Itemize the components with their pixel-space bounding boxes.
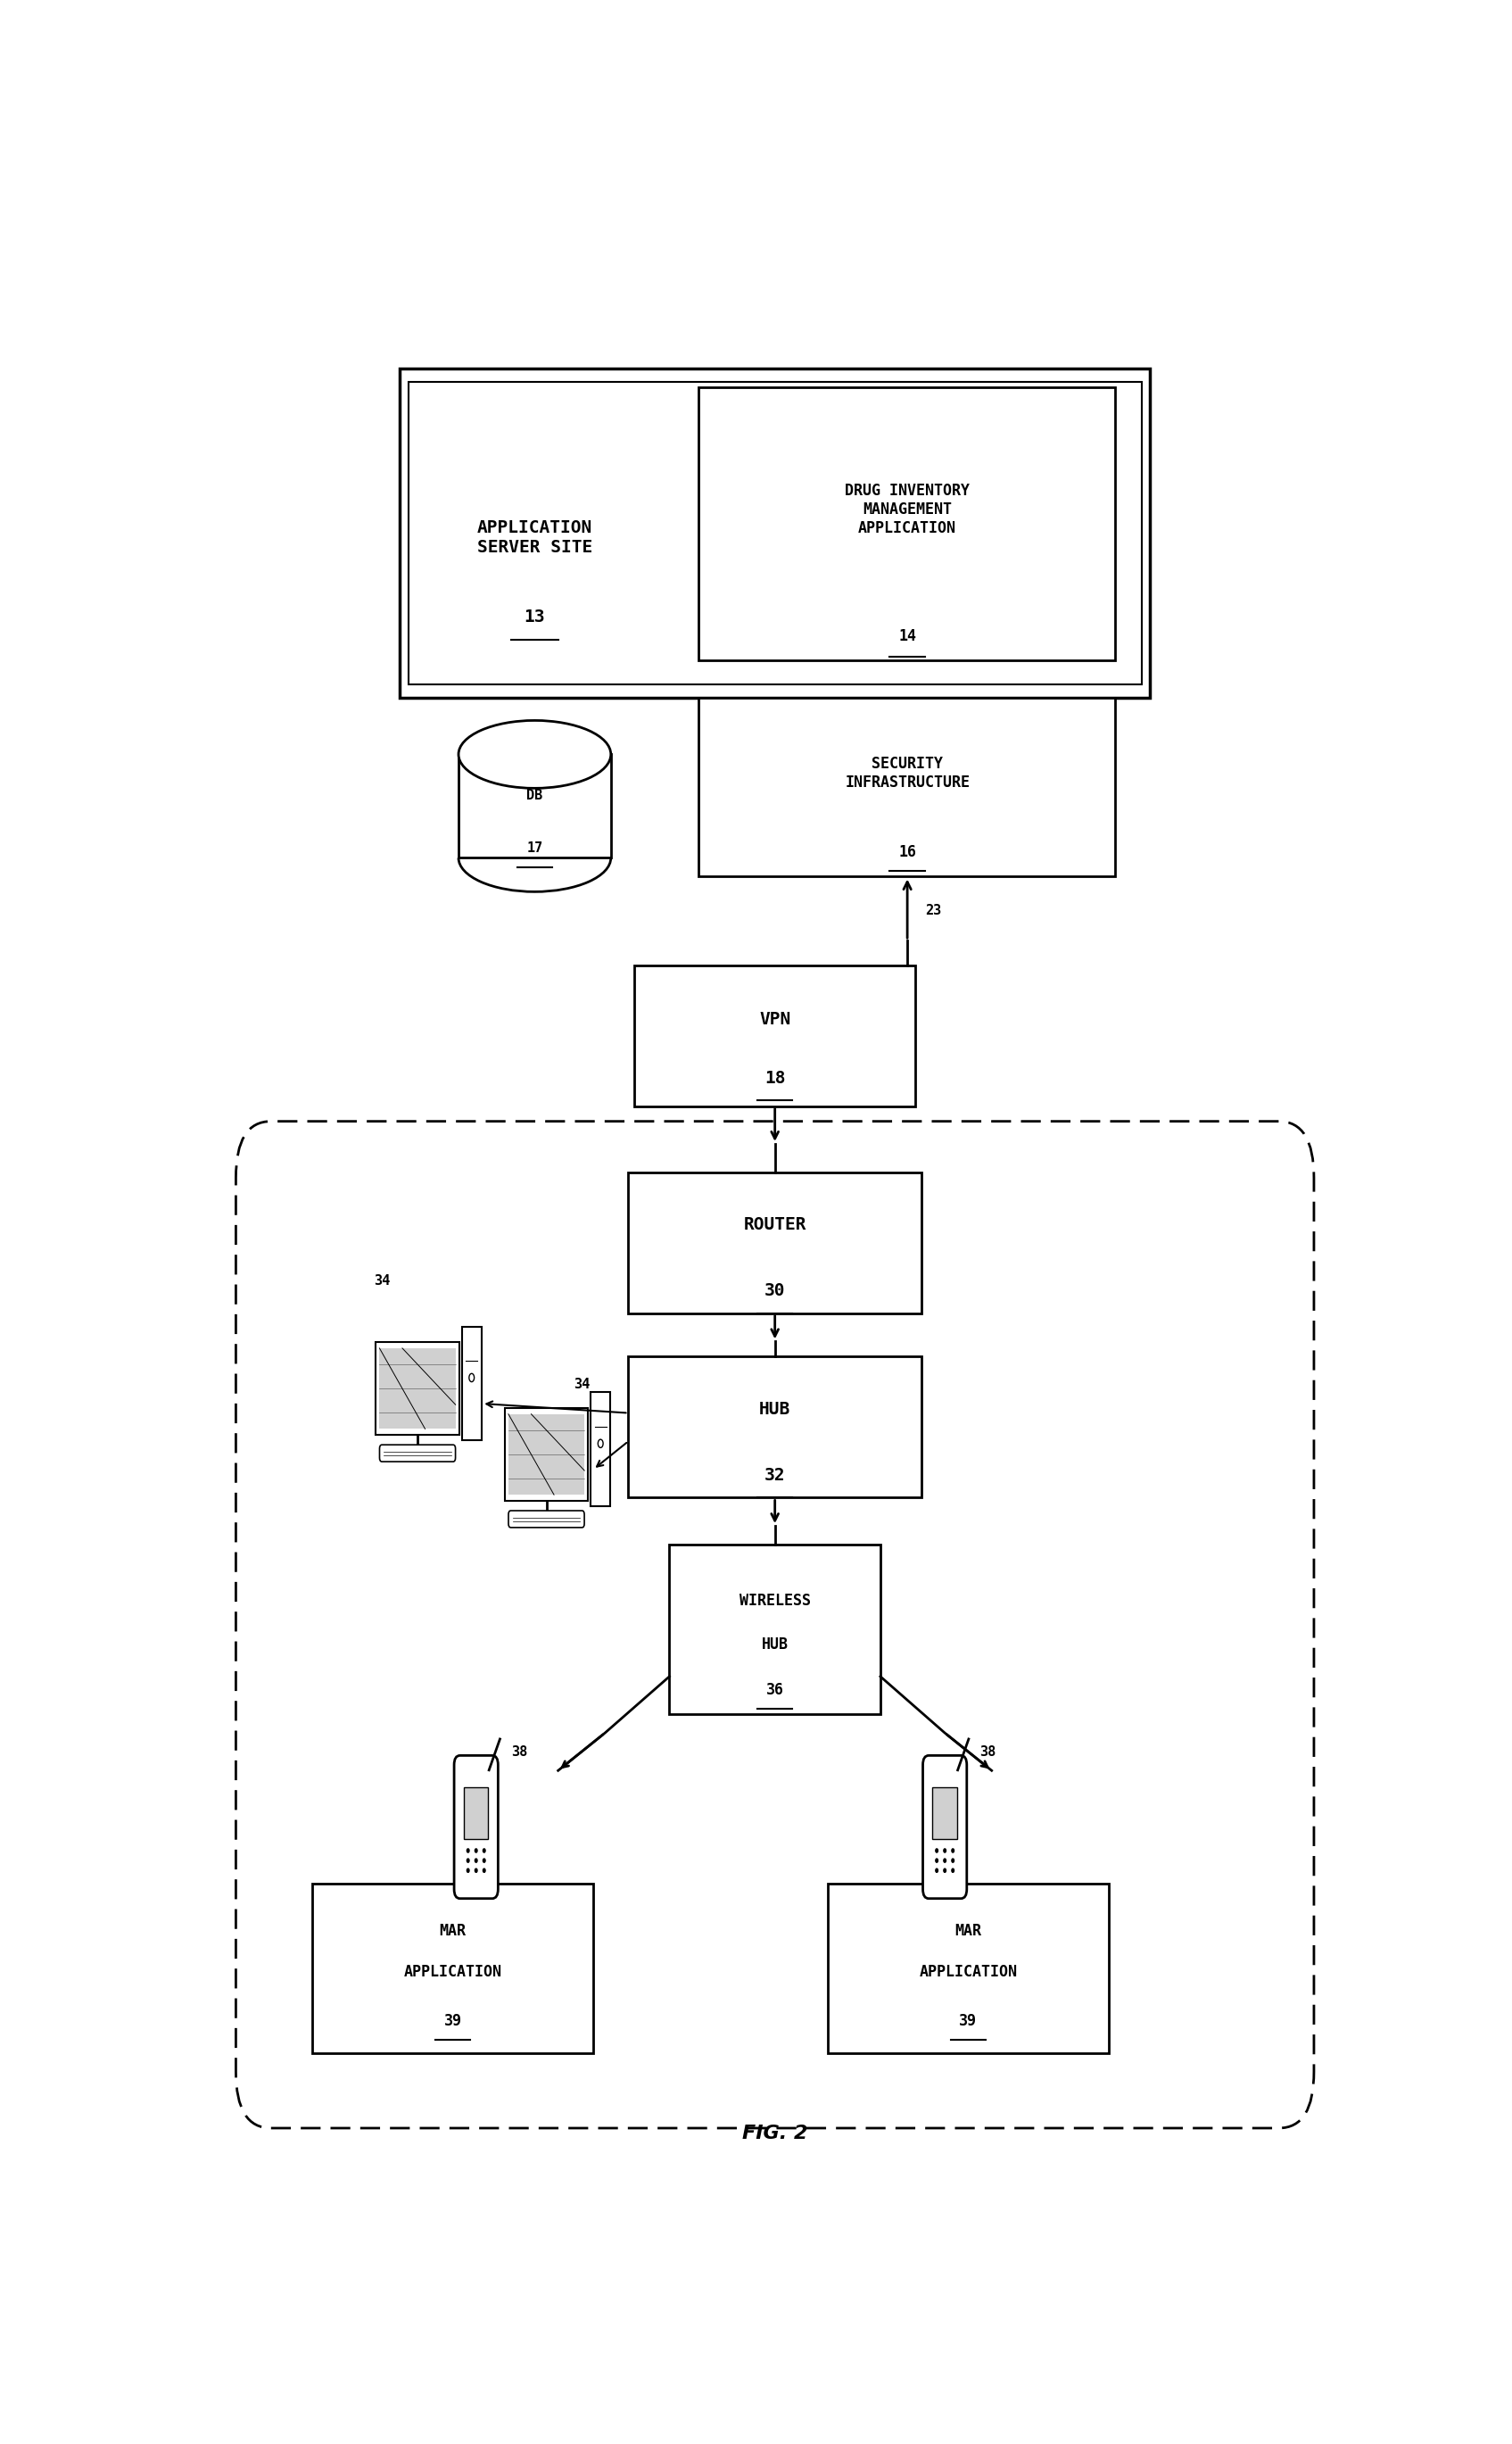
Text: 30: 30 bbox=[765, 1283, 785, 1300]
Text: APPLICATION: APPLICATION bbox=[919, 1965, 1018, 1980]
Text: 23: 23 bbox=[925, 904, 940, 916]
Text: 14: 14 bbox=[898, 628, 916, 643]
FancyBboxPatch shape bbox=[508, 1510, 584, 1528]
Text: SECURITY
INFRASTRUCTURE: SECURITY INFRASTRUCTURE bbox=[845, 755, 969, 789]
Circle shape bbox=[482, 1860, 485, 1862]
Bar bbox=[670, 1545, 880, 1713]
Text: 34: 34 bbox=[573, 1378, 590, 1391]
Circle shape bbox=[482, 1870, 485, 1872]
Circle shape bbox=[467, 1860, 469, 1862]
Text: DB: DB bbox=[526, 789, 543, 802]
Text: ROUTER: ROUTER bbox=[744, 1217, 806, 1234]
Text: 39: 39 bbox=[443, 2014, 461, 2029]
Text: DRUG INVENTORY
MANAGEMENT
APPLICATION: DRUG INVENTORY MANAGEMENT APPLICATION bbox=[845, 484, 969, 535]
Circle shape bbox=[482, 1848, 485, 1853]
Circle shape bbox=[943, 1870, 947, 1872]
Circle shape bbox=[475, 1870, 478, 1872]
Bar bbox=[380, 1349, 455, 1430]
FancyBboxPatch shape bbox=[922, 1755, 966, 1899]
Text: 34: 34 bbox=[373, 1276, 390, 1288]
Circle shape bbox=[936, 1860, 937, 1862]
FancyBboxPatch shape bbox=[454, 1755, 497, 1899]
Bar bbox=[408, 381, 1142, 684]
Text: APPLICATION: APPLICATION bbox=[404, 1965, 502, 1980]
Text: HUB: HUB bbox=[762, 1637, 788, 1652]
Bar bbox=[827, 1884, 1108, 2053]
Bar bbox=[629, 1356, 921, 1498]
Bar bbox=[591, 1393, 611, 1506]
Bar bbox=[629, 1173, 921, 1312]
Circle shape bbox=[943, 1860, 947, 1862]
Ellipse shape bbox=[458, 721, 611, 789]
Bar bbox=[699, 699, 1114, 877]
Circle shape bbox=[936, 1848, 937, 1853]
Circle shape bbox=[475, 1860, 478, 1862]
Text: VPN: VPN bbox=[759, 1012, 791, 1029]
Bar bbox=[699, 386, 1114, 660]
FancyBboxPatch shape bbox=[380, 1444, 455, 1462]
Text: MAR: MAR bbox=[956, 1923, 981, 1938]
Text: FIG. 2: FIG. 2 bbox=[742, 2124, 807, 2143]
Text: 17: 17 bbox=[526, 841, 543, 855]
Bar bbox=[464, 1787, 488, 1840]
FancyBboxPatch shape bbox=[505, 1408, 588, 1501]
Circle shape bbox=[467, 1870, 469, 1872]
Text: MAR: MAR bbox=[440, 1923, 466, 1938]
Circle shape bbox=[467, 1848, 469, 1853]
Circle shape bbox=[943, 1848, 947, 1853]
Text: 39: 39 bbox=[959, 2014, 977, 2029]
Circle shape bbox=[475, 1848, 478, 1853]
Text: 36: 36 bbox=[767, 1681, 783, 1699]
Text: 38: 38 bbox=[980, 1745, 996, 1757]
Bar bbox=[311, 1884, 593, 2053]
Bar bbox=[635, 965, 916, 1107]
Bar bbox=[399, 369, 1151, 699]
Text: APPLICATION
SERVER SITE: APPLICATION SERVER SITE bbox=[476, 521, 593, 557]
Bar bbox=[933, 1787, 957, 1840]
Text: WIRELESS: WIRELESS bbox=[739, 1593, 810, 1608]
Circle shape bbox=[936, 1870, 937, 1872]
Text: 16: 16 bbox=[898, 843, 916, 860]
Text: 38: 38 bbox=[511, 1745, 528, 1757]
Bar bbox=[458, 755, 611, 858]
Circle shape bbox=[951, 1848, 954, 1853]
Circle shape bbox=[951, 1860, 954, 1862]
FancyBboxPatch shape bbox=[375, 1342, 460, 1435]
Circle shape bbox=[951, 1870, 954, 1872]
Bar bbox=[508, 1415, 585, 1496]
Text: 13: 13 bbox=[525, 609, 546, 626]
Bar bbox=[463, 1327, 481, 1440]
Text: HUB: HUB bbox=[759, 1400, 791, 1418]
Text: 18: 18 bbox=[765, 1070, 785, 1088]
Text: 32: 32 bbox=[765, 1466, 785, 1484]
